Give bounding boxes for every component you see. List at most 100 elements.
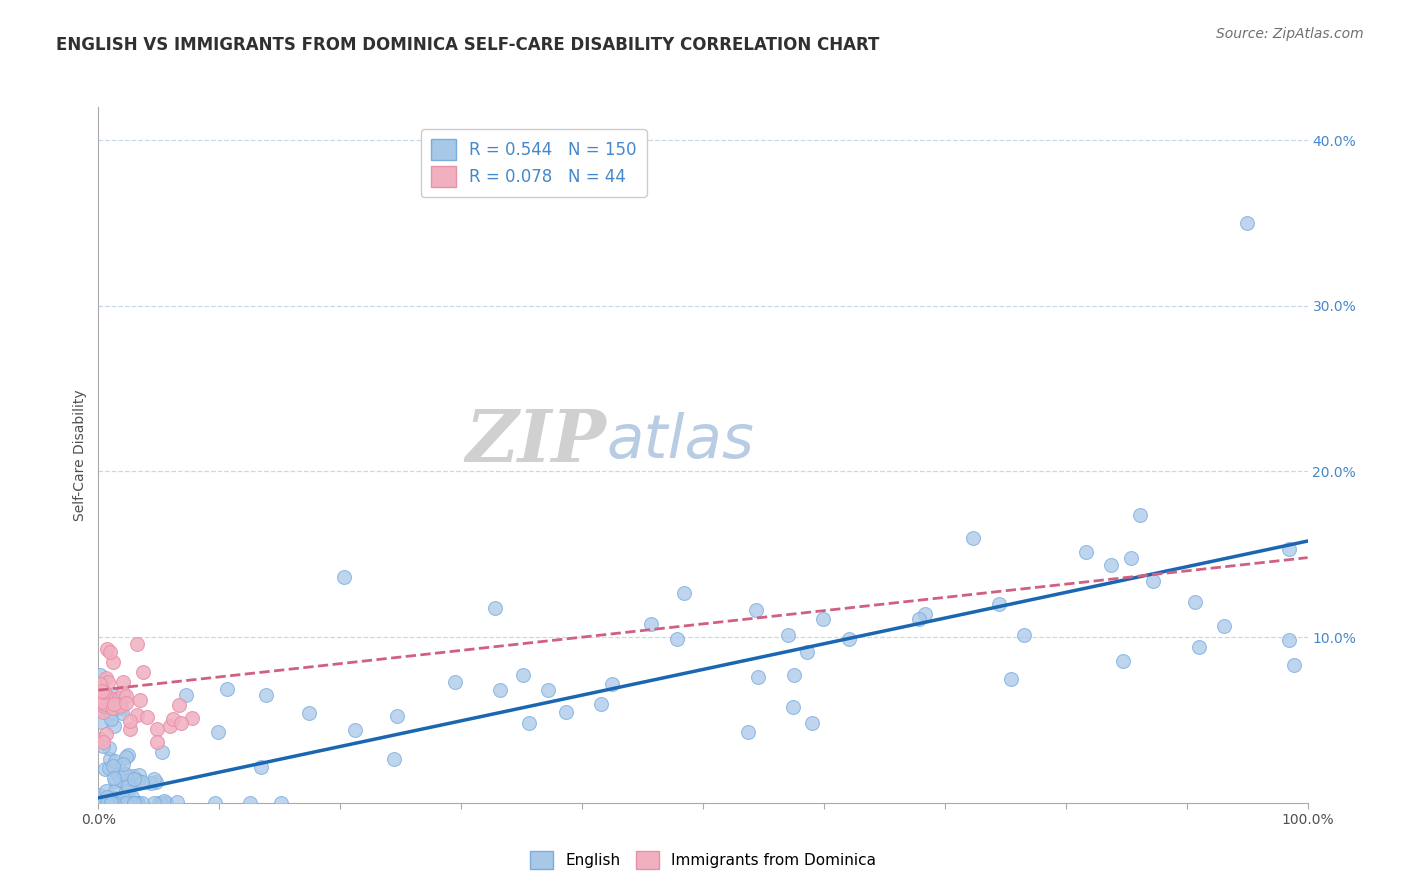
Point [270, 796, 292, 810]
Point [104, 691, 127, 706]
Point [98, 796, 121, 810]
Point [118, 796, 141, 810]
Point [127, 796, 149, 810]
Point [108, 699, 131, 714]
Point [170, 716, 193, 731]
Point [98, 741, 121, 756]
Point [117, 796, 139, 810]
Point [174, 689, 197, 703]
Point [141, 776, 163, 790]
Point [93, 739, 115, 754]
Point [90, 796, 112, 810]
Point [111, 796, 134, 810]
Point [121, 790, 143, 805]
Point [1188, 640, 1211, 654]
Point [117, 779, 139, 793]
Point [298, 706, 321, 720]
Point [96, 641, 118, 656]
Point [145, 775, 167, 789]
Point [89, 668, 111, 682]
Point [1121, 550, 1143, 565]
Point [101, 701, 124, 715]
Point [778, 628, 800, 642]
Point [117, 785, 139, 799]
Point [135, 710, 157, 724]
Point [673, 585, 696, 599]
Point [96, 796, 118, 810]
Point [93, 694, 115, 708]
Point [484, 600, 506, 615]
Point [111, 674, 134, 689]
Point [107, 796, 129, 810]
Point [117, 748, 139, 763]
Point [104, 796, 127, 810]
Point [100, 796, 122, 810]
Point [118, 722, 141, 736]
Point [101, 796, 124, 810]
Point [93, 698, 115, 713]
Point [239, 796, 262, 810]
Point [517, 715, 540, 730]
Point [115, 796, 138, 810]
Point [589, 697, 612, 711]
Point [108, 796, 131, 810]
Point [600, 676, 623, 690]
Point [907, 612, 929, 626]
Point [114, 689, 136, 703]
Point [103, 655, 125, 669]
Point [90, 715, 112, 730]
Point [155, 796, 177, 810]
Point [104, 773, 127, 788]
Point [96, 796, 118, 810]
Point [91, 695, 114, 709]
Point [104, 796, 127, 810]
Text: atlas: atlas [606, 411, 754, 470]
Point [103, 697, 125, 711]
Y-axis label: Self-Care Disability: Self-Care Disability [73, 389, 87, 521]
Point [103, 759, 125, 773]
Point [121, 796, 143, 810]
Point [110, 698, 132, 712]
Text: ZIP: ZIP [465, 406, 606, 476]
Point [443, 674, 465, 689]
Point [91, 683, 114, 698]
Point [103, 688, 125, 702]
Point [747, 670, 769, 684]
Point [90, 693, 112, 707]
Legend: English, Immigrants from Dominica: English, Immigrants from Dominica [524, 845, 882, 875]
Point [98, 796, 121, 810]
Point [93, 796, 115, 810]
Point [250, 760, 273, 774]
Point [110, 764, 132, 779]
Point [143, 796, 166, 810]
Point [180, 711, 202, 725]
Point [104, 754, 127, 768]
Point [111, 756, 134, 771]
Point [153, 794, 176, 808]
Point [1282, 658, 1305, 673]
Point [104, 796, 127, 810]
Point [89, 702, 111, 716]
Point [94, 727, 117, 741]
Point [98, 796, 121, 810]
Point [98, 752, 121, 766]
Point [101, 796, 124, 810]
Point [1112, 654, 1135, 668]
Point [104, 796, 127, 810]
Point [962, 531, 984, 545]
Point [783, 668, 806, 682]
Point [1236, 216, 1258, 230]
Point [737, 725, 759, 739]
Point [914, 607, 936, 622]
Point [838, 632, 860, 646]
Point [1014, 628, 1036, 642]
Point [159, 718, 181, 732]
Point [91, 735, 114, 749]
Point [127, 796, 149, 810]
Point [125, 796, 148, 810]
Point [489, 683, 512, 698]
Point [111, 706, 134, 720]
Point [100, 796, 122, 810]
Point [96, 784, 118, 798]
Point [112, 686, 135, 700]
